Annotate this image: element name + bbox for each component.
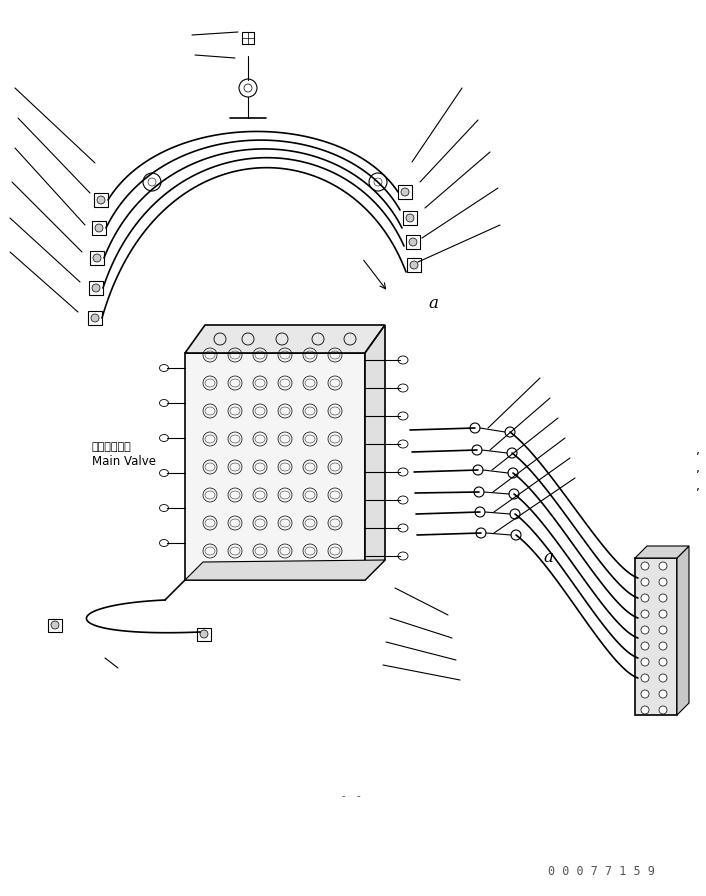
Text: - -: - - (340, 790, 362, 803)
Circle shape (475, 507, 485, 517)
Bar (88, 311, 102, 325)
Ellipse shape (398, 412, 408, 420)
Circle shape (510, 509, 520, 519)
Circle shape (659, 642, 667, 650)
Ellipse shape (398, 384, 408, 392)
Circle shape (91, 314, 99, 322)
Circle shape (406, 214, 414, 222)
Circle shape (509, 489, 519, 499)
Text: ,: , (696, 479, 700, 493)
Text: 0 0 0 7 7 1 5 9: 0 0 0 7 7 1 5 9 (548, 865, 655, 878)
Polygon shape (185, 560, 385, 580)
Circle shape (508, 468, 518, 478)
Bar (407, 258, 421, 272)
Circle shape (641, 610, 649, 618)
Bar (398, 185, 412, 199)
Circle shape (51, 621, 59, 629)
Bar (635, 558, 677, 715)
Bar (94, 193, 108, 207)
Text: メインバルブ: メインバルブ (92, 442, 132, 452)
Bar (89, 281, 103, 295)
Ellipse shape (160, 365, 169, 372)
Bar (242, 32, 254, 44)
Polygon shape (635, 546, 689, 558)
Circle shape (507, 448, 517, 458)
Circle shape (472, 445, 482, 455)
Circle shape (470, 423, 480, 433)
Ellipse shape (398, 524, 408, 532)
Ellipse shape (160, 470, 169, 477)
Ellipse shape (398, 468, 408, 476)
Circle shape (641, 642, 649, 650)
Circle shape (659, 674, 667, 682)
Circle shape (641, 690, 649, 698)
Circle shape (409, 238, 417, 246)
Circle shape (410, 261, 418, 269)
Ellipse shape (160, 504, 169, 512)
Bar (406, 235, 420, 249)
Circle shape (143, 173, 161, 191)
Circle shape (239, 79, 257, 97)
Text: ,: , (696, 461, 700, 475)
Circle shape (401, 188, 409, 196)
Circle shape (659, 706, 667, 714)
Circle shape (659, 562, 667, 570)
Polygon shape (677, 546, 689, 715)
Ellipse shape (398, 356, 408, 364)
Circle shape (659, 626, 667, 634)
Circle shape (641, 706, 649, 714)
Text: ,: , (696, 444, 700, 456)
Text: Main Valve: Main Valve (92, 455, 156, 468)
Circle shape (93, 254, 101, 262)
Circle shape (659, 690, 667, 698)
Circle shape (97, 196, 105, 204)
Polygon shape (185, 353, 365, 580)
Circle shape (641, 562, 649, 570)
Text: a: a (428, 295, 438, 312)
Bar (90, 251, 104, 265)
Polygon shape (185, 325, 385, 353)
Ellipse shape (160, 539, 169, 547)
Circle shape (473, 465, 483, 475)
Circle shape (641, 658, 649, 666)
Circle shape (200, 630, 208, 638)
Circle shape (476, 528, 486, 538)
Circle shape (641, 578, 649, 586)
Circle shape (659, 594, 667, 602)
Bar (48, 619, 62, 632)
Bar (92, 221, 106, 235)
Circle shape (369, 173, 387, 191)
Ellipse shape (398, 440, 408, 448)
Circle shape (641, 674, 649, 682)
Ellipse shape (398, 496, 408, 504)
Bar (403, 211, 417, 225)
Text: a: a (543, 549, 553, 566)
Circle shape (92, 284, 100, 292)
Circle shape (505, 427, 515, 437)
Circle shape (659, 658, 667, 666)
Circle shape (641, 626, 649, 634)
Circle shape (95, 224, 103, 232)
Circle shape (659, 578, 667, 586)
Circle shape (659, 610, 667, 618)
Circle shape (511, 530, 521, 540)
Ellipse shape (398, 552, 408, 560)
Bar (197, 628, 211, 641)
Ellipse shape (160, 435, 169, 442)
Ellipse shape (160, 400, 169, 407)
Polygon shape (365, 325, 385, 580)
Circle shape (641, 594, 649, 602)
Circle shape (474, 487, 484, 497)
